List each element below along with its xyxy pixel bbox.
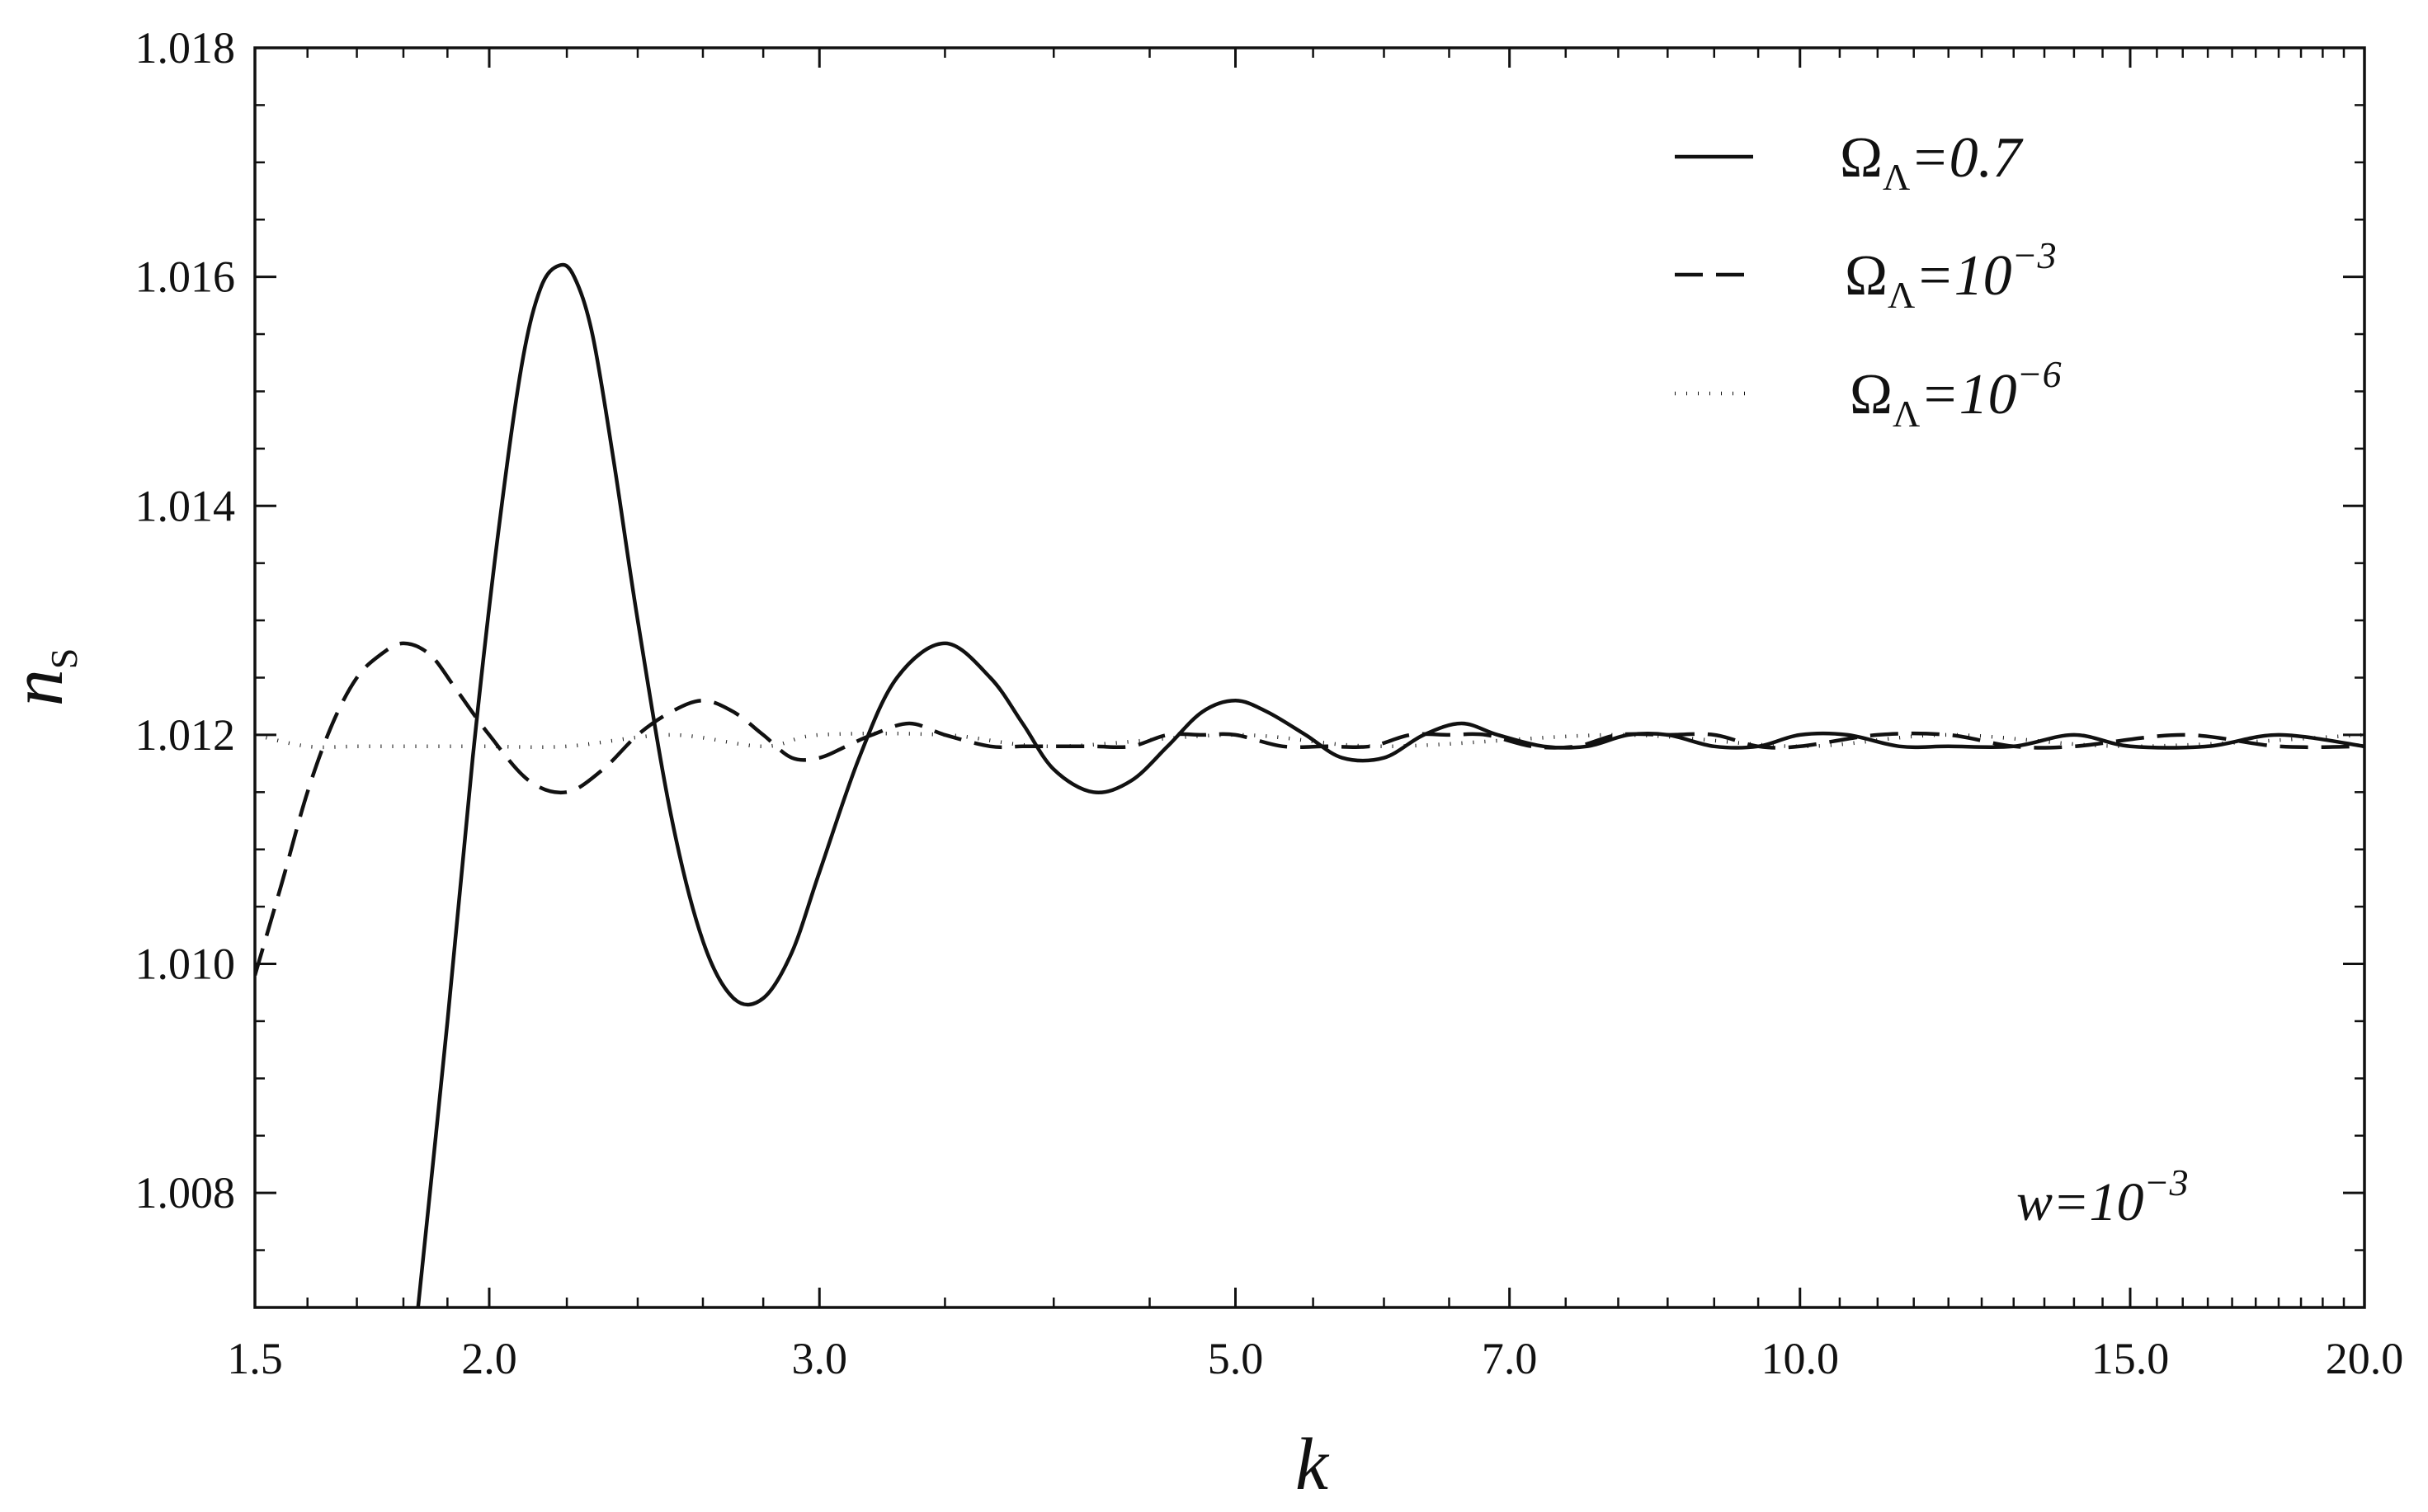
legend-label-main: Ω xyxy=(1840,126,1883,190)
legend-label-sub: Λ xyxy=(1893,393,1920,435)
legend: ΩΛ=0.7ΩΛ=10−3ΩΛ=10−6 xyxy=(1675,126,2062,435)
y-axis-title-sub: S xyxy=(43,648,85,670)
x-tick-label: 1.5 xyxy=(227,1334,283,1383)
y-tick-label: 1.014 xyxy=(135,481,236,530)
legend-label: ΩΛ=0.7 xyxy=(1840,126,2024,198)
x-axis-title: k xyxy=(1295,1424,1330,1505)
plot-frame xyxy=(253,46,2366,1309)
tick-labels: 1.5 2.0 3.0 5.0 7.0 10.0 15.0 20.0 1.008 1.010 1.0… xyxy=(135,23,2404,1383)
legend-label-rest: =0.7 xyxy=(1910,126,2024,190)
annotation-w: w=10−3 xyxy=(2016,1161,2189,1232)
series-layer xyxy=(255,262,2364,1307)
y-tick-label: 1.008 xyxy=(135,1168,236,1218)
y-axis-title-main: n xyxy=(0,669,78,706)
x-tick-label: 2.0 xyxy=(461,1334,517,1383)
y-tick-label: 1.018 xyxy=(135,23,236,73)
legend-label: ΩΛ=10−6 xyxy=(1850,353,2062,435)
x-tick-label: 10.0 xyxy=(1761,1334,1840,1383)
series-line-solid xyxy=(416,262,2364,1307)
series-line-dashed xyxy=(255,641,2364,977)
legend-label-sup: −6 xyxy=(2017,353,2062,395)
legend-label-main: Ω xyxy=(1850,363,1893,426)
x-tick-label: 3.0 xyxy=(791,1334,847,1383)
annotation-main: w=10 xyxy=(2016,1172,2144,1232)
legend-label-main: Ω xyxy=(1845,244,1888,308)
legend-label-rest: =10 xyxy=(1915,244,2011,308)
y-tick-label: 1.012 xyxy=(135,710,236,760)
legend-label: ΩΛ=10−3 xyxy=(1845,234,2057,316)
x-tick-label: 5.0 xyxy=(1208,1334,1264,1383)
y-axis-title: nS xyxy=(0,648,85,707)
legend-label-sub: Λ xyxy=(1888,274,1915,316)
y-tick-label: 1.010 xyxy=(135,940,236,989)
x-tick-label: 20.0 xyxy=(2326,1334,2404,1383)
x-tick-label: 15.0 xyxy=(2091,1334,2170,1383)
legend-label-sup: −3 xyxy=(2012,234,2057,276)
annotation-sup: −3 xyxy=(2144,1161,2189,1203)
y-tick-label: 1.016 xyxy=(135,252,236,302)
x-tick-label: 7.0 xyxy=(1482,1334,1538,1383)
legend-label-sub: Λ xyxy=(1883,156,1910,198)
legend-label-rest: =10 xyxy=(1920,363,2016,426)
